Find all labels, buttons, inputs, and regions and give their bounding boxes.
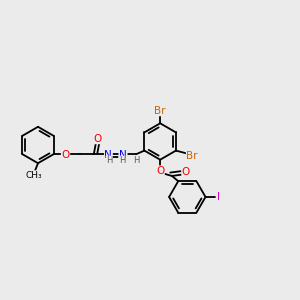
Text: I: I <box>217 193 220 202</box>
Text: Br: Br <box>154 106 166 116</box>
Text: O: O <box>182 167 190 177</box>
Text: N: N <box>119 151 127 160</box>
Text: CH₃: CH₃ <box>26 171 42 180</box>
Text: O: O <box>61 150 70 160</box>
Text: O: O <box>156 166 164 176</box>
Text: H: H <box>119 156 125 165</box>
Text: N: N <box>104 151 112 160</box>
Text: O: O <box>94 134 102 144</box>
Text: H: H <box>133 156 140 165</box>
Text: Br: Br <box>186 151 198 160</box>
Text: H: H <box>106 156 112 165</box>
